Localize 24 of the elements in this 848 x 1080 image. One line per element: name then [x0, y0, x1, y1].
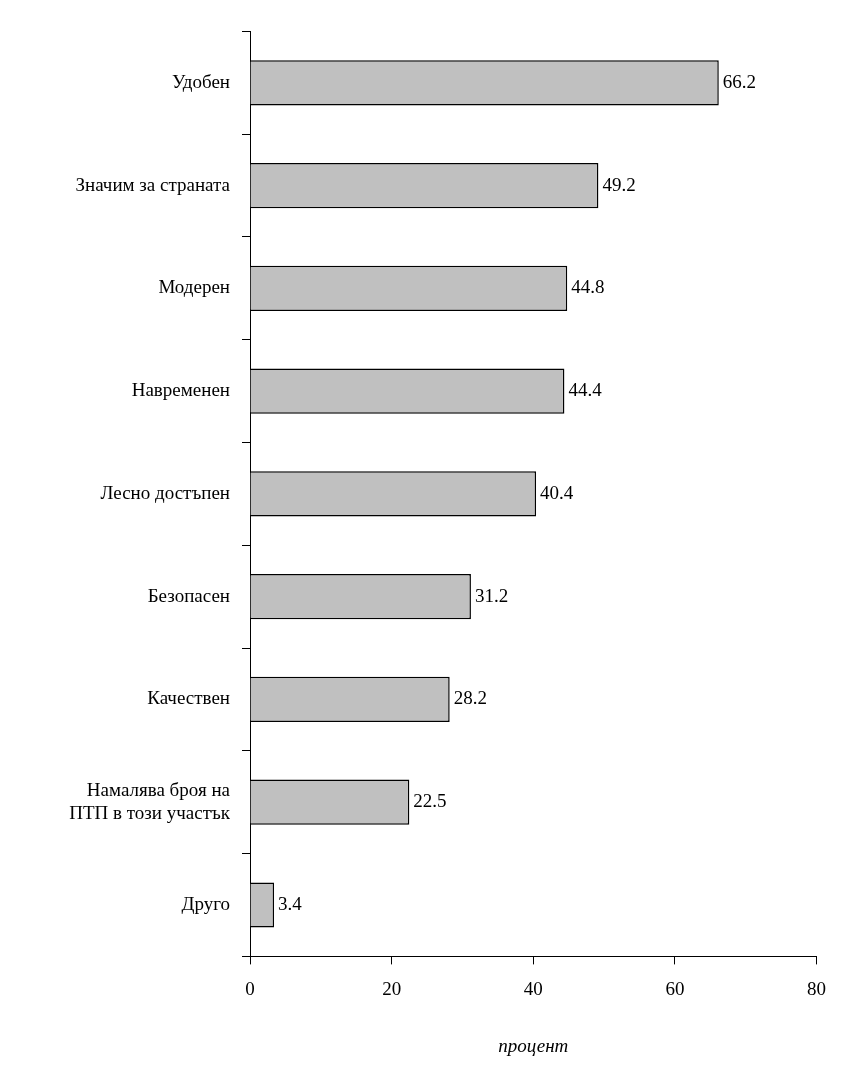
y-tick-label: Значим за страната [75, 173, 231, 195]
data-label: 40.4 [540, 481, 574, 503]
x-axis-title: процент [498, 1034, 569, 1056]
data-label: 22.5 [413, 790, 447, 812]
data-label: 3.4 [278, 893, 303, 914]
y-tick-label: Лесно достъпен [100, 481, 230, 503]
y-tick-label: Намалява броя на ПТП в този участък [69, 778, 231, 823]
y-tick-label: Друго [181, 893, 230, 914]
data-label: 49.2 [602, 173, 636, 195]
y-tick-label: Безопасен [147, 584, 230, 606]
y-tick-label: Навременен [131, 379, 230, 401]
x-tick-label: 20 [382, 977, 402, 999]
x-tick-label: 0 [245, 977, 255, 999]
data-label: 44.8 [571, 276, 605, 298]
y-tick-label: Удобен [172, 70, 230, 92]
data-label: 31.2 [474, 584, 509, 606]
x-tick-label: 40 [523, 977, 543, 999]
x-tick-label: 80 [807, 977, 826, 999]
data-label: 28.2 [453, 687, 487, 709]
data-label: 44.4 [568, 379, 603, 401]
y-tick-label: Модерен [158, 276, 230, 298]
y-tick-label: Качествен [147, 687, 230, 709]
data-label: 66.2 [722, 70, 757, 92]
x-tick-label: 60 [665, 977, 685, 999]
